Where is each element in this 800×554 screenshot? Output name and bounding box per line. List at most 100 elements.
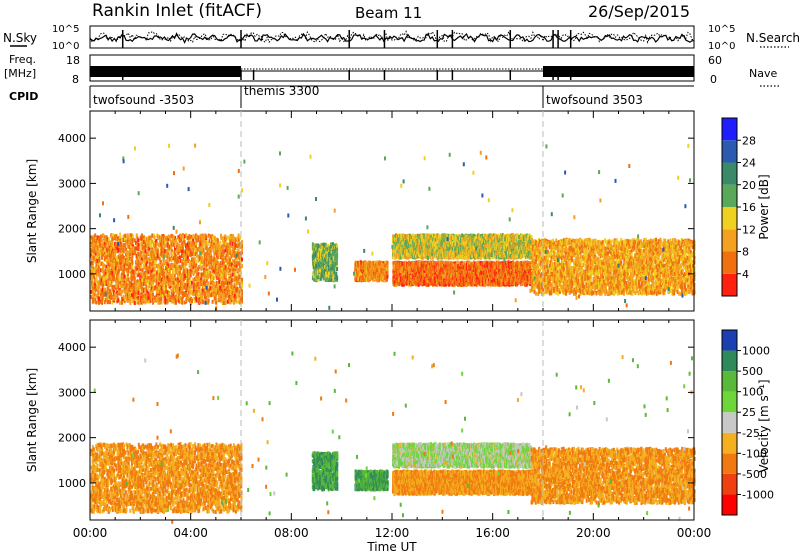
data-cell bbox=[136, 273, 139, 278]
data-cell bbox=[129, 248, 132, 253]
data-cell bbox=[150, 262, 153, 267]
data-cell bbox=[168, 237, 171, 242]
data-cell bbox=[178, 295, 181, 300]
data-cell bbox=[178, 287, 181, 291]
data-cell bbox=[163, 270, 166, 275]
data-cell bbox=[116, 249, 119, 254]
data-cell bbox=[233, 289, 236, 294]
data-cell bbox=[174, 246, 177, 251]
data-cell bbox=[239, 279, 242, 284]
data-cell bbox=[241, 257, 243, 262]
data-cell bbox=[150, 281, 153, 286]
data-cell bbox=[224, 274, 227, 279]
data-cell bbox=[201, 272, 204, 277]
data-cell bbox=[139, 255, 141, 260]
data-cell bbox=[141, 260, 144, 265]
data-cell bbox=[194, 257, 197, 262]
noise-left-tick-bottom: 10^0 bbox=[52, 41, 79, 52]
data-cell bbox=[175, 300, 177, 305]
data-cell bbox=[189, 269, 192, 274]
data-cell bbox=[210, 234, 212, 239]
data-cell bbox=[314, 257, 317, 262]
data-cell bbox=[216, 281, 219, 286]
data-cell bbox=[196, 269, 199, 274]
data-cell bbox=[137, 246, 140, 251]
data-cell bbox=[231, 272, 234, 277]
data-cell bbox=[168, 247, 171, 252]
data-cell bbox=[172, 289, 175, 294]
data-cell bbox=[202, 252, 205, 257]
data-cell bbox=[190, 242, 193, 247]
data-cell bbox=[190, 234, 193, 239]
data-cell bbox=[178, 259, 181, 263]
data-cell bbox=[108, 256, 111, 261]
data-cell bbox=[136, 298, 139, 303]
data-cell bbox=[202, 234, 205, 239]
data-cell bbox=[159, 272, 162, 277]
data-cell bbox=[215, 300, 218, 305]
data-cell bbox=[180, 273, 183, 278]
data-cell bbox=[127, 287, 130, 292]
data-cell bbox=[215, 242, 218, 247]
freq-left-tick-bottom: 8 bbox=[72, 73, 79, 86]
data-cell bbox=[97, 248, 100, 253]
data-cell bbox=[159, 236, 162, 241]
data-cell bbox=[194, 299, 197, 303]
data-cell bbox=[241, 240, 243, 245]
data-cell bbox=[317, 266, 320, 270]
data-cell bbox=[235, 250, 238, 255]
data-cell bbox=[113, 261, 116, 266]
data-cell bbox=[227, 253, 230, 258]
data-cell bbox=[221, 289, 224, 294]
data-cell bbox=[90, 277, 93, 282]
data-cell bbox=[141, 268, 144, 273]
data-cell bbox=[235, 258, 238, 263]
data-cell bbox=[191, 262, 193, 267]
data-cell bbox=[188, 245, 191, 250]
data-cell bbox=[125, 264, 127, 269]
data-cell bbox=[231, 241, 234, 246]
data-cell bbox=[336, 267, 339, 271]
data-cell bbox=[113, 284, 116, 289]
data-cell bbox=[109, 300, 111, 305]
data-cell bbox=[121, 245, 124, 250]
data-cell bbox=[122, 297, 125, 302]
data-cell bbox=[207, 275, 210, 280]
data-cell bbox=[191, 280, 193, 285]
data-cell bbox=[312, 264, 315, 269]
data-cell bbox=[121, 289, 124, 294]
data-cell bbox=[93, 292, 96, 297]
data-cell bbox=[183, 240, 186, 244]
data-cell bbox=[119, 283, 122, 288]
data-cell bbox=[144, 249, 147, 254]
data-cell bbox=[128, 287, 131, 292]
data-cell bbox=[181, 243, 184, 247]
data-cell bbox=[186, 280, 189, 285]
data-cell bbox=[159, 260, 162, 265]
data-cell bbox=[119, 242, 122, 247]
data-cell bbox=[195, 263, 198, 268]
data-cell bbox=[121, 284, 124, 289]
cpid-label: CPID bbox=[9, 90, 38, 103]
data-cell bbox=[119, 240, 122, 245]
data-cell bbox=[195, 283, 198, 288]
data-cell bbox=[126, 250, 129, 254]
data-cell bbox=[216, 246, 219, 251]
data-cell bbox=[103, 263, 106, 268]
data-cell bbox=[239, 235, 242, 240]
data-cell bbox=[228, 256, 230, 261]
data-cell bbox=[221, 292, 224, 297]
data-cell bbox=[166, 261, 169, 266]
data-cell bbox=[241, 292, 243, 297]
data-cell bbox=[241, 250, 243, 255]
data-cell bbox=[207, 269, 210, 274]
data-cell bbox=[194, 264, 197, 269]
data-cell bbox=[121, 275, 124, 280]
data-cell bbox=[101, 243, 103, 248]
data-cell bbox=[127, 272, 130, 277]
data-cell bbox=[198, 240, 201, 245]
data-cell bbox=[178, 271, 181, 276]
data-cell bbox=[147, 269, 150, 273]
data-cell bbox=[113, 270, 116, 275]
data-cell bbox=[210, 293, 212, 298]
